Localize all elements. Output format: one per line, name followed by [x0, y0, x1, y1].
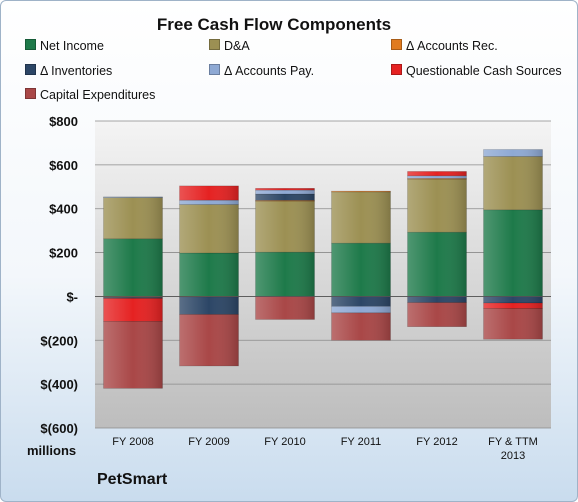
- bar-segment-shade: [483, 209, 543, 297]
- bar-segment-shade: [103, 298, 163, 322]
- legend-swatch: [209, 64, 220, 75]
- bar-segment-shade: [483, 296, 543, 304]
- bar-segment-shade: [179, 296, 239, 315]
- x-tick-label: FY 2011: [341, 436, 382, 448]
- x-tick-label: FY 2009: [188, 436, 229, 448]
- y-tick-label: $200: [49, 246, 78, 261]
- bar-segment-shade: [255, 190, 315, 195]
- bar-segment-shade: [483, 308, 543, 340]
- bar-segment-shade: [407, 302, 467, 327]
- legend-item: D&A: [209, 39, 250, 53]
- legend-label: D&A: [224, 39, 250, 53]
- bar-segment-shade: [255, 252, 315, 297]
- bar-segment-shade: [331, 306, 391, 313]
- unit-label: millions: [27, 443, 77, 458]
- bar-segment-shade: [407, 178, 467, 233]
- legend-swatch: [209, 39, 220, 50]
- legend-item: Δ Inventories: [25, 64, 112, 78]
- bar-segment-shade: [255, 200, 315, 253]
- bar-segment-shade: [179, 314, 239, 366]
- bar-segment-shade: [179, 200, 239, 205]
- bar-segment-shade: [331, 243, 391, 297]
- bar-segment-shade: [103, 197, 163, 239]
- bar-segment-shade: [103, 238, 163, 297]
- legend-swatch: [25, 39, 36, 50]
- plot-background: [95, 121, 551, 428]
- bar-segment-shade: [483, 156, 543, 210]
- legend-swatch: [25, 64, 36, 75]
- legend-item: Net Income: [25, 39, 104, 53]
- x-tick-label: FY & TTM: [488, 436, 538, 448]
- x-tick-label: 2013: [501, 450, 525, 462]
- y-tick-label: $(400): [40, 377, 78, 392]
- legend-label: Questionable Cash Sources: [406, 64, 562, 78]
- bar-segment-shade: [103, 196, 163, 198]
- legend-item: Questionable Cash Sources: [391, 64, 562, 78]
- bar-segment-shade: [103, 297, 163, 299]
- legend-label: Δ Accounts Rec.: [406, 39, 498, 53]
- y-tick-label: $600: [49, 158, 78, 173]
- legend-label: Capital Expenditures: [40, 88, 156, 102]
- x-tick-label: FY 2008: [112, 436, 153, 448]
- bar-segment-shade: [331, 191, 391, 244]
- bar-segment-shade: [179, 204, 239, 254]
- legend-label: Net Income: [40, 39, 104, 53]
- bar-segment-shade: [103, 296, 163, 298]
- y-tick-label: $(200): [40, 333, 78, 348]
- bar-segment-shade: [407, 296, 467, 303]
- bar-segment-shade: [407, 175, 467, 179]
- bar-segment-shade: [483, 303, 543, 309]
- bar-segment-shade: [331, 312, 391, 341]
- bar-segment-shade: [407, 232, 467, 297]
- bar-segment-shade: [407, 171, 467, 176]
- bar-segment-shade: [331, 296, 391, 307]
- bar-segment-shade: [179, 253, 239, 297]
- y-tick-label: $800: [49, 114, 78, 129]
- chart-title: Free Cash Flow Components: [156, 15, 392, 34]
- legend-item: Δ Accounts Pay.: [209, 64, 314, 78]
- legend-swatch: [25, 88, 36, 99]
- bar-segment-shade: [255, 296, 315, 320]
- company-label: PetSmart: [97, 471, 168, 488]
- bar-segment-shade: [331, 191, 391, 192]
- bar-segment-shade: [255, 200, 315, 202]
- legend-swatch: [391, 39, 402, 50]
- bar-segment-shade: [483, 149, 543, 157]
- legend-label: Δ Accounts Pay.: [224, 64, 315, 78]
- bar-segment-shade: [255, 194, 315, 201]
- legend-item: Δ Accounts Rec.: [391, 39, 498, 53]
- y-tick-label: $(600): [40, 421, 78, 436]
- bar-segment-shade: [407, 178, 467, 180]
- legend-swatch: [391, 64, 402, 75]
- y-tick-label: $400: [49, 202, 78, 217]
- x-tick-label: FY 2012: [416, 436, 457, 448]
- bar-segment-shade: [179, 185, 239, 201]
- bar-segment-shade: [255, 188, 315, 191]
- bar-segment-shade: [103, 321, 163, 389]
- x-tick-label: FY 2010: [264, 436, 305, 448]
- legend-item: Capital Expenditures: [25, 88, 155, 102]
- y-tick-label: $-: [66, 289, 78, 304]
- legend-label: Δ Inventories: [40, 64, 113, 78]
